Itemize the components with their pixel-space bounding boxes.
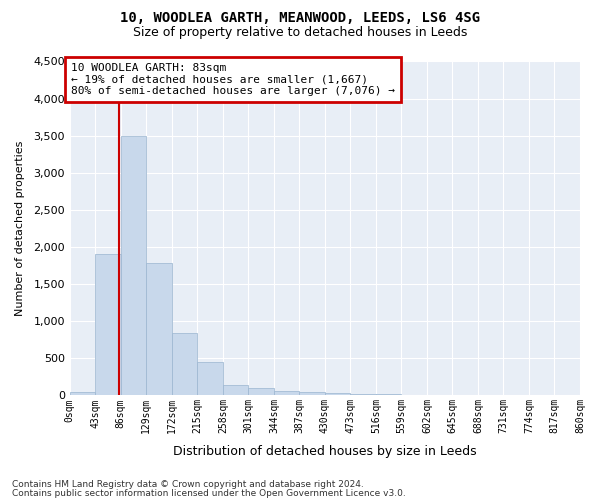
Bar [299, 392, 325, 396]
Text: Contains public sector information licensed under the Open Government Licence v3: Contains public sector information licen… [12, 488, 406, 498]
Text: Contains HM Land Registry data © Crown copyright and database right 2024.: Contains HM Land Registry data © Crown c… [12, 480, 364, 489]
Text: 10 WOODLEA GARTH: 83sqm
← 19% of detached houses are smaller (1,667)
80% of semi: 10 WOODLEA GARTH: 83sqm ← 19% of detache… [71, 63, 395, 96]
Bar [325, 392, 350, 396]
Bar [197, 362, 223, 396]
Bar [248, 388, 274, 396]
X-axis label: Distribution of detached houses by size in Leeds: Distribution of detached houses by size … [173, 444, 477, 458]
Bar [274, 390, 299, 396]
Bar [70, 392, 95, 396]
Bar [223, 384, 248, 396]
Bar [146, 264, 172, 396]
Bar [95, 254, 121, 396]
Bar [121, 136, 146, 396]
Text: 10, WOODLEA GARTH, MEANWOOD, LEEDS, LS6 4SG: 10, WOODLEA GARTH, MEANWOOD, LEEDS, LS6 … [120, 11, 480, 25]
Bar [350, 394, 376, 396]
Y-axis label: Number of detached properties: Number of detached properties [15, 140, 25, 316]
Text: Size of property relative to detached houses in Leeds: Size of property relative to detached ho… [133, 26, 467, 39]
Bar [172, 333, 197, 396]
Bar [376, 394, 401, 396]
